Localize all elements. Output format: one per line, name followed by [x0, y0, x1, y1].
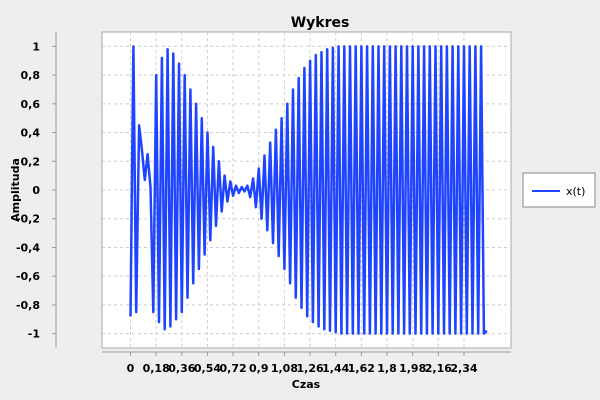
x-tick-label: 0,72: [220, 362, 247, 375]
series-layer: [129, 45, 488, 335]
x-tick-label: 0,18: [143, 362, 170, 375]
y-ticks: 1 0,8 0,6 0,4 0,2 0 -0,2 -0,4 -0,6 -0,8 -1: [16, 40, 56, 341]
x-tick-label: 1,62: [348, 362, 375, 375]
x-tick-label: 2,16: [425, 362, 452, 375]
y-tick-label: 1: [32, 40, 40, 53]
series-line: [129, 45, 488, 335]
x-tick-label: 0: [127, 362, 135, 375]
x-tick-label: 2,34: [450, 362, 477, 375]
y-tick-label: -1: [28, 328, 40, 341]
y-axis-label: Amplituda: [9, 158, 22, 222]
y-tick-label: -0,8: [16, 299, 40, 312]
x-axis-label: Czas: [292, 378, 321, 391]
y-tick-label: 0,8: [21, 69, 41, 82]
legend: x(t): [522, 172, 596, 208]
x-tick-label: 0,54: [194, 362, 221, 375]
x-tick-label: 1,98: [399, 362, 426, 375]
y-tick-label: -0,6: [16, 270, 40, 283]
legend-label: x(t): [566, 185, 585, 198]
x-tick-label: 1,8: [377, 362, 397, 375]
y-tick-label: 0,4: [21, 127, 41, 140]
y-tick-label: 0: [32, 184, 40, 197]
x-tick-label: 1,26: [296, 362, 323, 375]
x-ticks: 0 0,180,360,540,72 0,9 1,081,261,441,62 1,8 1…: [127, 352, 478, 375]
chart-title: Wykres: [291, 15, 350, 31]
x-tick-label: 1,44: [322, 362, 349, 375]
x-tick-label: 0,9: [249, 362, 269, 375]
y-tick-label: 0,6: [21, 98, 41, 111]
y-tick-label: -0,4: [16, 241, 40, 254]
x-tick-label: 0,36: [168, 362, 195, 375]
y-tick-label: -0,2: [16, 213, 40, 226]
x-tick-label: 1,08: [271, 362, 298, 375]
y-tick-label: 0,2: [21, 155, 41, 168]
